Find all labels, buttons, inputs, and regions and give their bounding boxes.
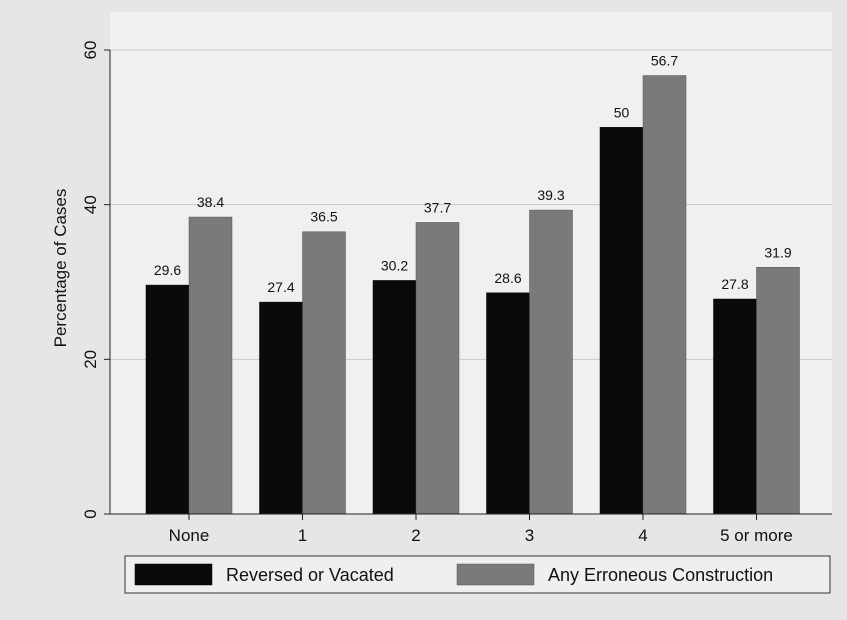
data-label-erroneous-5: 31.9 (764, 244, 791, 260)
x-tick-label-4: 4 (638, 526, 647, 545)
bar-erroneous-2 (415, 222, 460, 515)
bars (145, 75, 800, 515)
y-tick-label-20: 20 (81, 350, 100, 369)
legend: Reversed or Vacated Any Erroneous Constru… (124, 555, 831, 594)
data-label-reversed-1: 27.4 (267, 279, 294, 295)
legend-swatch-erroneous (456, 563, 535, 586)
y-tick-label-60: 60 (81, 41, 100, 60)
y-tick-label-40: 40 (81, 195, 100, 214)
data-label-erroneous-3: 39.3 (537, 187, 564, 203)
bar-reversed-0 (145, 284, 190, 515)
bar-erroneous-3 (529, 209, 573, 515)
data-label-reversed-0: 29.6 (154, 262, 181, 278)
legend-label-erroneous: Any Erroneous Construction (548, 565, 773, 585)
axes: None 1 2 3 4 5 or more 0 20 40 60 (81, 41, 832, 545)
bar-erroneous-4 (642, 75, 687, 515)
legend-swatch-reversed (134, 563, 213, 586)
y-axis-label: Percentage of Cases (51, 189, 70, 348)
data-label-reversed-2: 30.2 (381, 257, 408, 273)
x-tick-label-5: 5 or more (720, 526, 793, 545)
data-label-reversed-3: 28.6 (494, 270, 521, 286)
data-label-reversed-5: 27.8 (721, 276, 748, 292)
bar-reversed-5 (713, 298, 757, 515)
bar-erroneous-0 (188, 216, 233, 515)
bar-reversed-1 (259, 301, 303, 515)
data-labels: 29.6 38.4 27.4 36.5 30.2 37.7 28.6 39.3 50 56.7 27… (154, 53, 792, 296)
x-tick-label-3: 3 (525, 526, 534, 545)
x-tick-label-1: 1 (298, 526, 307, 545)
data-label-erroneous-0: 38.4 (197, 194, 224, 210)
x-tick-label-2: 2 (411, 526, 420, 545)
data-label-erroneous-4: 56.7 (651, 53, 678, 69)
data-label-erroneous-2: 37.7 (424, 199, 451, 215)
legend-label-reversed: Reversed or Vacated (226, 565, 394, 585)
bar-reversed-2 (372, 280, 417, 515)
bar-reversed-4 (599, 127, 644, 515)
y-tick-label-0: 0 (81, 509, 100, 518)
bar-erroneous-1 (302, 231, 346, 515)
data-label-erroneous-1: 36.5 (310, 209, 337, 225)
data-label-reversed-4: 50 (614, 104, 630, 120)
bar-reversed-3 (486, 292, 530, 515)
x-tick-label-0: None (169, 526, 210, 545)
bar-erroneous-5 (756, 267, 800, 515)
